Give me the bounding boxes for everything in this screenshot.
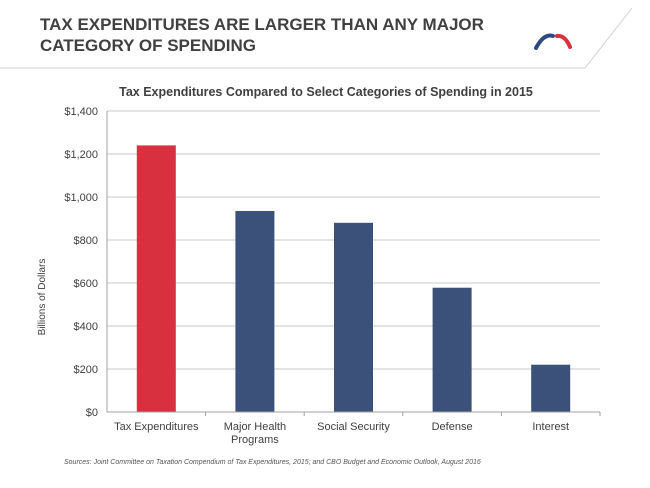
y-tick-label: $0 [86,407,98,419]
axes [106,111,601,416]
gridlines [107,110,600,370]
bar [432,287,472,412]
y-tick-label: $1,000 [64,192,98,204]
x-tick-label: Major Health Programs [224,421,286,446]
header-decoration [0,7,633,69]
header-diagonal-rule [584,7,633,69]
slide-title: TAX EXPENDITURES ARE LARGER THAN ANY MAJ… [40,14,510,56]
x-tick-label: Social Security [317,421,390,433]
slide-title-line-1: TAX EXPENDITURES ARE LARGER THAN ANY MAJ… [40,15,484,34]
bar-chart: Tax Expenditures Compared to Select Cate… [37,85,601,446]
logo-icon [534,33,572,50]
y-axis-label: Billions of Dollars [37,259,48,336]
x-tick-label: Defense [432,421,473,433]
bar [235,210,275,412]
bar [531,364,571,412]
y-tick-label: $600 [74,278,98,290]
y-tick-label: $1,400 [64,106,98,118]
chart-title: Tax Expenditures Compared to Select Cate… [119,85,533,99]
source-note: Sources: Joint Committee on Taxation Com… [64,459,481,466]
y-tick-label: $800 [74,235,98,247]
x-tick-label: Tax Expenditures [114,421,199,433]
x-tick-label: Interest [532,421,569,433]
y-tick-label: $400 [74,321,98,333]
slide-title-line-2: CATEGORY OF SPENDING [40,36,256,55]
bar [334,222,373,412]
x-tick-labels: Tax Expenditures Major Health Programs Soci… [114,421,569,446]
bar [136,145,176,412]
y-tick-labels: $0 $200 $400 $600 $800 $1,000 $1,200 $1,400 [64,106,98,419]
y-tick-label: $200 [74,364,98,376]
bars [136,145,571,412]
y-tick-label: $1,200 [64,149,98,161]
